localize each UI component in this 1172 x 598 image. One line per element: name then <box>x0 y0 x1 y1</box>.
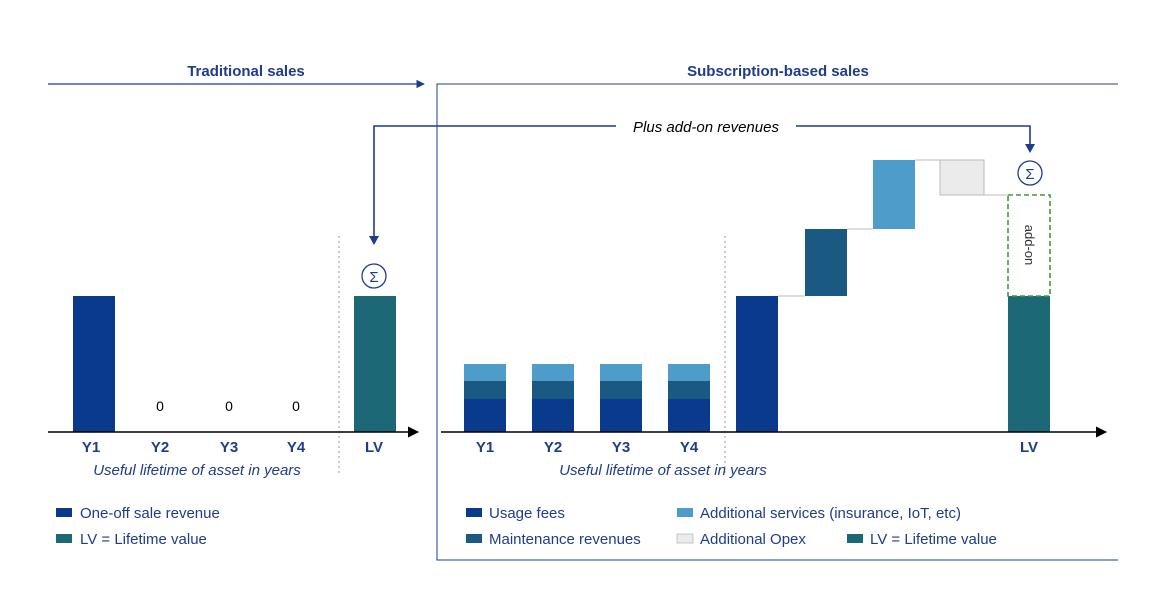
stack-y3 <box>600 364 642 432</box>
traditional-bar-lv <box>354 296 396 432</box>
legend-swatch-usage <box>466 508 482 517</box>
stack-y2 <box>532 364 574 432</box>
stack-y2-services <box>532 364 574 381</box>
legend-label-lv-traditional: LV = Lifetime value <box>80 531 207 548</box>
addon-connector-label: Plus add-on revenues <box>633 119 779 136</box>
addon-connector-arrowhead-right <box>1025 144 1035 153</box>
stack-y3-services <box>600 364 642 381</box>
traditional-axis-caption: Useful lifetime of asset in years <box>93 462 301 479</box>
legend-swatch-lv-traditional <box>56 534 72 543</box>
legend-label-services: Additional services (insurance, IoT, etc… <box>700 505 961 522</box>
addon-label-backdrop <box>616 116 796 136</box>
addon-connector-line <box>373 125 1031 242</box>
traditional-tick-lv: LV <box>365 439 383 456</box>
stack-y1-usage <box>464 399 506 432</box>
traditional-zero-y3: 0 <box>225 398 233 414</box>
traditional-tick-y1: Y1 <box>82 439 100 456</box>
legend-swatch-opex <box>676 533 694 544</box>
legend-label-opex: Additional Opex <box>700 531 806 548</box>
waterfall-services <box>873 160 915 229</box>
traditional-tick-y4: Y4 <box>287 439 306 456</box>
traditional-tick-y3: Y3 <box>220 439 238 456</box>
stack-y1 <box>464 364 506 432</box>
legend-label-usage: Usage fees <box>489 505 565 522</box>
legend-label-maintenance: Maintenance revenues <box>489 531 641 548</box>
subscription-sum-symbol: Σ <box>1025 166 1034 183</box>
traditional-zero-y4: 0 <box>292 398 300 414</box>
stack-y2-maintenance <box>532 381 574 399</box>
stack-y3-usage <box>600 399 642 432</box>
legend-swatch-one-off <box>56 508 72 517</box>
traditional-zero-y2: 0 <box>156 398 164 414</box>
legend-swatch-services <box>677 508 693 517</box>
legend-swatch-maintenance <box>466 534 482 543</box>
stack-y4 <box>668 364 710 432</box>
subscription-heading: Subscription-based sales <box>687 63 869 80</box>
waterfall-usage <box>736 296 778 432</box>
stack-y2-usage <box>532 399 574 432</box>
traditional-heading: Traditional sales <box>187 63 305 80</box>
stack-y1-services <box>464 364 506 381</box>
traditional-tick-y2: Y2 <box>151 439 169 456</box>
subscription-tick-y2: Y2 <box>544 439 562 456</box>
waterfall-maintenance <box>805 229 847 296</box>
legend-label-one-off: One-off sale revenue <box>80 505 220 522</box>
legend-swatch-lv-subscription <box>847 534 863 543</box>
addon-connector-arrowhead-left <box>369 236 379 245</box>
stack-y4-maintenance <box>668 381 710 399</box>
addon-box <box>1007 194 1051 297</box>
subscription-bracket <box>436 83 1118 561</box>
stack-y4-services <box>668 364 710 381</box>
subscription-sum-icon <box>1017 160 1043 186</box>
traditional-bar-y1 <box>73 296 115 432</box>
addon-label: add-on <box>1022 225 1037 265</box>
traditional-sum-icon <box>361 263 387 289</box>
subscription-tick-lv: LV <box>1020 439 1038 456</box>
stack-y4-usage <box>668 399 710 432</box>
subscription-tick-y3: Y3 <box>612 439 630 456</box>
subscription-axis-caption: Useful lifetime of asset in years <box>559 462 767 479</box>
traditional-sum-symbol: Σ <box>369 269 378 286</box>
subscription-tick-y4: Y4 <box>680 439 699 456</box>
subscription-bar-lv <box>1008 296 1050 432</box>
legend-label-lv-subscription: LV = Lifetime value <box>870 531 997 548</box>
waterfall-opex <box>939 159 985 196</box>
subscription-tick-y1: Y1 <box>476 439 494 456</box>
stack-y1-maintenance <box>464 381 506 399</box>
stack-y3-maintenance <box>600 381 642 399</box>
